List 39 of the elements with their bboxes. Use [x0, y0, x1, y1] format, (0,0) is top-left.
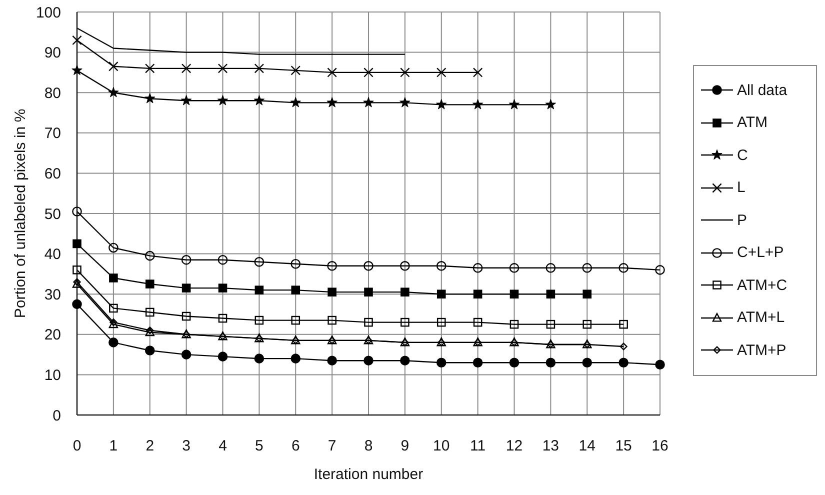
- y-tick-label: 0: [52, 407, 61, 424]
- y-tick-label: 20: [44, 326, 61, 344]
- x-tick-label: 14: [578, 438, 596, 455]
- legend-label: L: [737, 179, 746, 196]
- x-tick-label: 5: [255, 438, 264, 455]
- y-tick-label: 90: [44, 44, 61, 62]
- y-tick-label: 60: [44, 166, 61, 183]
- legend-label: ATM+L: [737, 309, 785, 326]
- x-tick-label: 9: [400, 438, 410, 455]
- x-tick-label: 10: [433, 438, 450, 455]
- x-tick-label: 15: [615, 438, 632, 455]
- legend-label: ATM+C: [737, 276, 788, 294]
- x-tick-label: 11: [470, 438, 486, 455]
- x-tick-label: 2: [146, 438, 154, 455]
- x-axis-title: Iteration number: [314, 466, 424, 483]
- x-tick-label: 16: [652, 438, 668, 455]
- legend-label: C: [737, 146, 748, 164]
- x-tick-label: 1: [109, 438, 118, 455]
- y-tick-label: 50: [44, 206, 61, 223]
- x-tick-label: 6: [291, 438, 300, 455]
- x-tick-label: 8: [364, 438, 373, 455]
- x-tick-label: 12: [506, 438, 523, 455]
- legend-label: ATM+P: [737, 342, 786, 359]
- y-axis-title: Portion of unlabeled pixels in %: [12, 108, 28, 318]
- x-tick-label: 7: [328, 438, 336, 455]
- y-tick-label: 10: [44, 367, 61, 384]
- legend-label: P: [737, 212, 748, 229]
- legend-label: C+L+P: [737, 244, 784, 262]
- x-tick-label: 13: [542, 438, 560, 455]
- y-tick-label: 40: [44, 246, 61, 264]
- y-tick-label: 70: [44, 125, 61, 142]
- x-tick-label: 0: [72, 438, 82, 455]
- x-tick-label: 4: [218, 438, 227, 455]
- legend-label: All data: [737, 82, 788, 99]
- x-tick-label: 3: [182, 438, 190, 455]
- legend-label: ATM: [737, 114, 768, 132]
- y-tick-label: 100: [36, 4, 61, 22]
- y-tick-label: 80: [44, 84, 61, 102]
- y-tick-label: 30: [44, 286, 61, 304]
